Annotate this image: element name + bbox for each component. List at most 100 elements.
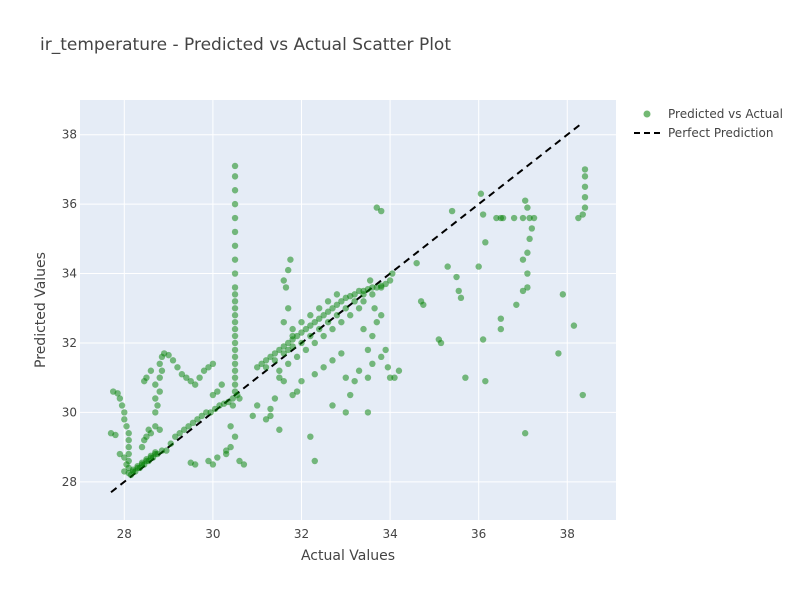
- data-point[interactable]: [262, 357, 270, 364]
- data-point[interactable]: [293, 388, 301, 395]
- data-point[interactable]: [231, 173, 239, 180]
- data-point[interactable]: [121, 416, 128, 423]
- data-point[interactable]: [386, 374, 394, 381]
- data-point[interactable]: [218, 381, 225, 388]
- data-point[interactable]: [524, 270, 531, 277]
- data-point[interactable]: [280, 377, 287, 385]
- data-point[interactable]: [378, 207, 385, 215]
- data-point[interactable]: [510, 214, 518, 222]
- data-point[interactable]: [125, 450, 132, 458]
- data-point[interactable]: [209, 360, 217, 368]
- data-point[interactable]: [389, 270, 396, 277]
- data-point[interactable]: [581, 166, 589, 173]
- data-point[interactable]: [526, 214, 533, 222]
- data-point[interactable]: [420, 301, 427, 308]
- data-point[interactable]: [118, 402, 126, 409]
- data-point[interactable]: [289, 325, 296, 333]
- data-point[interactable]: [236, 395, 243, 402]
- data-point[interactable]: [369, 360, 376, 368]
- data-point[interactable]: [347, 391, 354, 399]
- data-point[interactable]: [214, 388, 221, 395]
- data-point[interactable]: [455, 287, 462, 295]
- data-point[interactable]: [214, 454, 221, 461]
- data-point[interactable]: [136, 464, 144, 472]
- data-point[interactable]: [497, 325, 505, 333]
- data-point[interactable]: [524, 204, 531, 211]
- data-point[interactable]: [174, 364, 181, 371]
- data-point[interactable]: [575, 214, 582, 222]
- data-point[interactable]: [373, 318, 380, 326]
- data-point[interactable]: [366, 277, 374, 284]
- data-point[interactable]: [180, 426, 188, 433]
- data-point[interactable]: [262, 364, 270, 371]
- data-point[interactable]: [231, 291, 239, 298]
- data-point[interactable]: [302, 325, 310, 333]
- data-point[interactable]: [355, 287, 363, 295]
- data-point[interactable]: [280, 318, 287, 326]
- data-point[interactable]: [280, 343, 287, 350]
- data-point[interactable]: [121, 409, 128, 416]
- data-point[interactable]: [329, 325, 336, 333]
- data-point[interactable]: [364, 374, 372, 381]
- data-point[interactable]: [141, 461, 148, 468]
- data-point[interactable]: [329, 305, 336, 312]
- data-point[interactable]: [231, 381, 239, 388]
- data-point[interactable]: [276, 374, 283, 381]
- data-point[interactable]: [280, 350, 287, 357]
- data-point[interactable]: [519, 287, 527, 295]
- data-point[interactable]: [378, 312, 385, 319]
- data-point[interactable]: [298, 377, 305, 385]
- data-point[interactable]: [316, 305, 323, 312]
- data-point[interactable]: [185, 423, 192, 430]
- data-point[interactable]: [311, 457, 318, 465]
- data-point[interactable]: [347, 312, 354, 319]
- data-point[interactable]: [163, 447, 170, 454]
- data-point[interactable]: [152, 409, 159, 416]
- data-point[interactable]: [231, 200, 239, 208]
- data-point[interactable]: [320, 332, 327, 340]
- data-point[interactable]: [191, 461, 199, 468]
- data-point[interactable]: [526, 235, 533, 243]
- data-point[interactable]: [211, 405, 219, 413]
- data-point[interactable]: [231, 367, 239, 374]
- data-point[interactable]: [579, 211, 586, 218]
- data-point[interactable]: [156, 360, 163, 368]
- data-point[interactable]: [147, 367, 155, 374]
- data-point[interactable]: [364, 409, 372, 416]
- data-point[interactable]: [324, 308, 332, 315]
- data-point[interactable]: [156, 426, 163, 433]
- data-point[interactable]: [570, 322, 578, 329]
- data-point[interactable]: [369, 291, 376, 298]
- data-point[interactable]: [276, 346, 283, 354]
- data-point[interactable]: [141, 377, 148, 385]
- data-point[interactable]: [194, 416, 201, 423]
- data-point[interactable]: [293, 332, 301, 340]
- data-point[interactable]: [165, 351, 172, 359]
- data-point[interactable]: [167, 440, 175, 447]
- data-point[interactable]: [116, 450, 124, 458]
- data-point[interactable]: [298, 318, 305, 326]
- data-point[interactable]: [231, 242, 239, 249]
- data-point[interactable]: [289, 343, 296, 350]
- data-point[interactable]: [324, 298, 332, 305]
- data-point[interactable]: [231, 312, 239, 319]
- data-point[interactable]: [154, 402, 161, 409]
- data-point[interactable]: [360, 325, 367, 333]
- data-point[interactable]: [493, 214, 500, 222]
- data-point[interactable]: [528, 225, 536, 232]
- data-point[interactable]: [231, 305, 239, 312]
- data-point[interactable]: [333, 291, 341, 298]
- data-point[interactable]: [386, 277, 394, 284]
- perfect-prediction-line[interactable]: [110, 121, 584, 494]
- data-point[interactable]: [258, 360, 265, 368]
- data-point[interactable]: [351, 298, 358, 305]
- data-point[interactable]: [123, 423, 130, 430]
- data-point[interactable]: [116, 395, 124, 402]
- data-point[interactable]: [289, 391, 296, 399]
- data-point[interactable]: [524, 249, 531, 256]
- legend[interactable]: Predicted vs Actual Perfect Prediction: [634, 107, 783, 140]
- data-point[interactable]: [209, 391, 217, 399]
- data-point[interactable]: [231, 360, 239, 368]
- data-point[interactable]: [333, 312, 341, 319]
- data-point[interactable]: [342, 374, 349, 381]
